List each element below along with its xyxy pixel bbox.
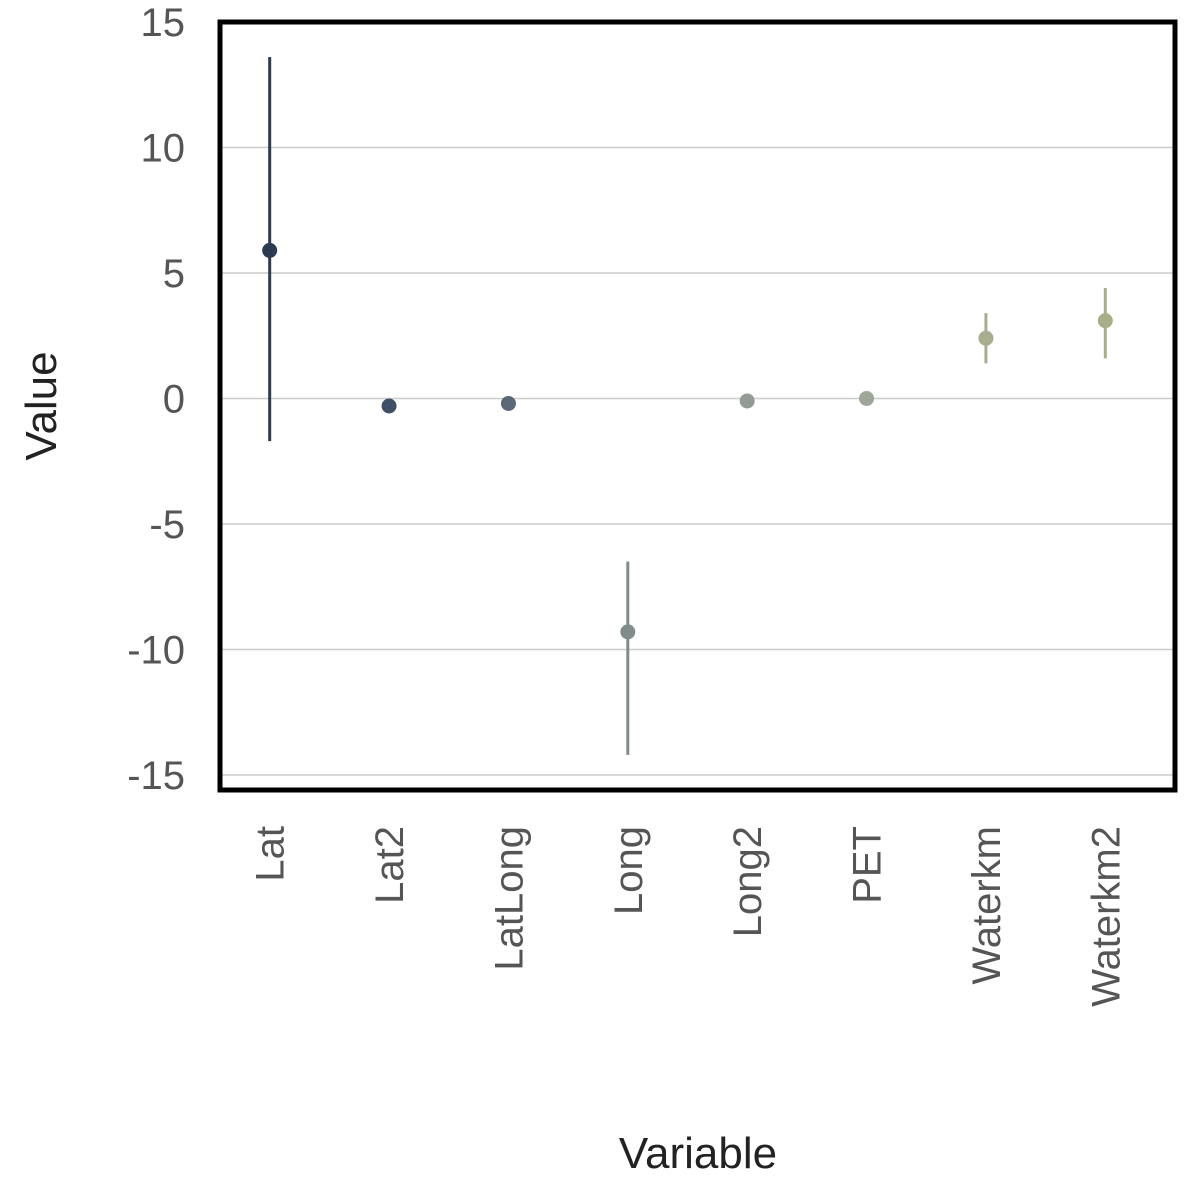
x-tick-label: Waterkm [965,826,1009,985]
y-tick-label: -15 [127,754,185,798]
point-lat [262,242,278,258]
point-long2 [739,393,755,409]
x-axis-title: Variable [619,1129,777,1178]
x-tick-label: PET [846,826,890,904]
y-tick-label: 0 [163,377,185,421]
y-tick-labels: 15 10 5 0 -5 -10 -15 [127,1,185,798]
x-tick-label: Waterkm2 [1084,826,1128,1007]
x-tick-label: LatLong [487,826,531,971]
y-tick-label: 5 [163,252,185,296]
y-axis-title: Value [17,351,66,460]
data-marks [262,57,1113,755]
y-tick-label: 15 [141,1,186,45]
point-lat2 [381,398,397,414]
x-tick-labels: Lat Lat2 LatLong Long Long2 PET Waterkm Waterkm… [249,826,1129,1007]
y-tick-label: -10 [127,628,185,672]
point-long [620,624,636,640]
y-tick-label: 10 [141,126,186,170]
plot-panel-border [217,19,1178,793]
x-tick-label: Lat2 [368,826,412,904]
gridlines [220,146,1175,776]
x-tick-label: Long2 [726,826,770,937]
point-pet [859,390,875,406]
point-latlong [500,395,516,411]
point-waterkm2 [1097,313,1113,329]
x-tick-label: Long [607,826,651,915]
y-tick-label: -5 [149,503,185,547]
point-waterkm [978,330,994,346]
x-tick-label: Lat [249,826,293,882]
